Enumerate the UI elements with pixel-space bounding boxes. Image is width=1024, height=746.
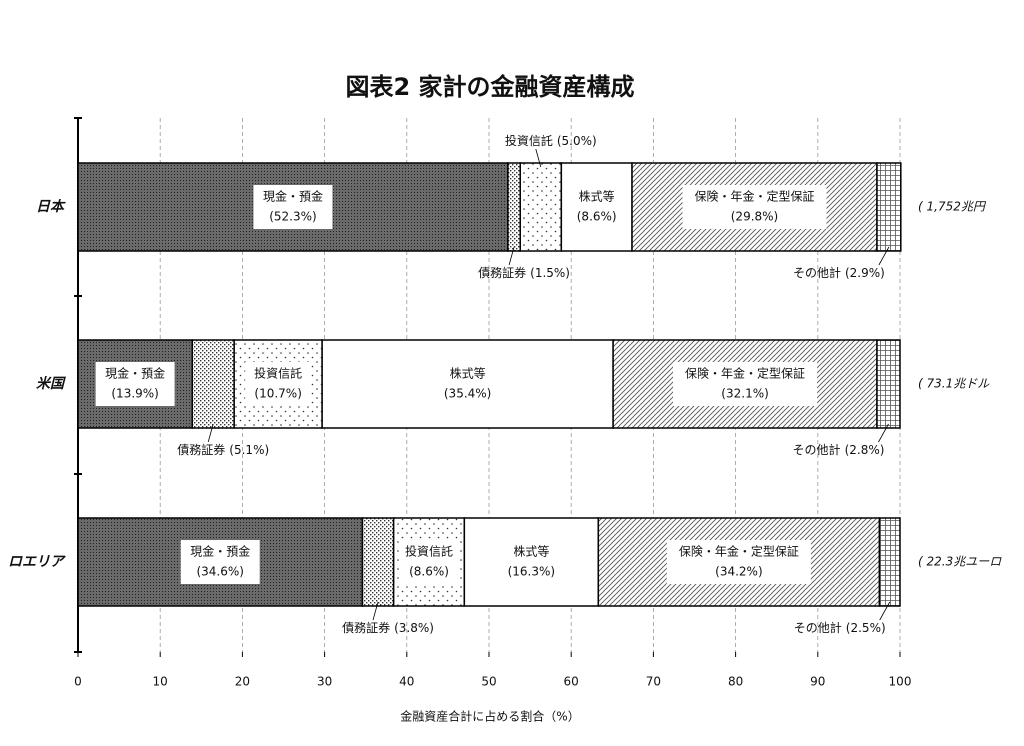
x-axis-label: 金融資産合計に占める割合（%）	[400, 709, 579, 724]
segment-name: 投資信託	[254, 366, 302, 381]
x-tick-label: 10	[153, 675, 168, 689]
label-box	[399, 540, 459, 584]
value-label: (52.3%)	[269, 210, 316, 224]
segment-name: その他計	[793, 265, 841, 280]
segment-name: 保険・年金・定型保証	[694, 189, 814, 204]
x-tick-label: 0	[74, 675, 82, 689]
callout-label: その他計 (2.8%)	[793, 442, 885, 457]
label-box	[570, 185, 624, 229]
segment-name: 株式等	[513, 544, 549, 559]
value-label: (13.9%)	[111, 387, 158, 401]
bar-segment	[876, 339, 901, 429]
x-tick-label: 90	[810, 675, 825, 689]
segment-name: 現金・預金	[190, 544, 250, 559]
value-label: (8.6%)	[409, 565, 449, 579]
bar-segment	[878, 517, 901, 607]
callout-line	[878, 423, 889, 443]
callout-label: 債務証券 (5.1%)	[177, 442, 269, 457]
segment-name: 現金・預金	[263, 189, 323, 204]
callout-line	[207, 423, 214, 443]
callout-line	[372, 601, 379, 621]
x-tick-label: 70	[646, 675, 661, 689]
value-label: (35.4%)	[444, 387, 491, 401]
segment-name: 債務証券	[342, 620, 390, 635]
chart-title: 図表2 家計の金融資産構成	[345, 73, 634, 101]
value-label: (8.6%)	[577, 210, 617, 224]
x-tick-label: 100	[889, 675, 912, 689]
callout-label: 債務証券 (1.5%)	[478, 265, 570, 280]
value-label: (2.8%)	[845, 443, 885, 457]
value-label: (10.7%)	[254, 387, 301, 401]
value-label: (32.1%)	[721, 387, 768, 401]
label-box	[253, 185, 333, 229]
category-label: 日本	[36, 198, 66, 215]
bar-segment	[361, 517, 395, 607]
x-tick-label: 40	[399, 675, 414, 689]
x-tick-label: 50	[481, 675, 496, 689]
segment-name: 保険・年金・定型保証	[685, 366, 805, 381]
value-label: (34.6%)	[196, 565, 243, 579]
x-tick-label: 30	[317, 675, 332, 689]
callout-label: 債務証券 (3.8%)	[342, 620, 434, 635]
value-label: (3.8%)	[394, 621, 434, 635]
label-box	[673, 362, 818, 406]
callout-label: 投資信託 (5.0%)	[505, 133, 597, 148]
segment-name: 株式等	[579, 189, 615, 204]
value-label: (1.5%)	[530, 266, 570, 280]
value-label: (5.0%)	[557, 134, 597, 148]
segment-name: その他計	[793, 442, 841, 457]
segment-name: 株式等	[450, 366, 486, 381]
total-label: ( 73.1兆ドル	[918, 377, 990, 391]
label-box	[682, 185, 827, 229]
value-label: (34.2%)	[715, 565, 762, 579]
segment-name: 債務証券	[177, 442, 225, 457]
segment-name: その他計	[794, 620, 842, 635]
x-tick-label: 20	[235, 675, 250, 689]
value-label: (2.5%)	[846, 621, 886, 635]
segment-name: 投資信託	[405, 544, 453, 559]
label-box	[666, 540, 811, 584]
bar-segment	[191, 339, 235, 429]
bar-segment	[507, 162, 521, 252]
bar-segment	[519, 162, 563, 252]
callout-line	[878, 246, 890, 266]
callout-label: その他計 (2.5%)	[794, 620, 886, 635]
callout-line	[508, 246, 515, 266]
label-box	[441, 362, 495, 406]
label-box	[180, 540, 260, 584]
segment-name: 現金・預金	[105, 366, 165, 381]
segment-name: 投資信託	[505, 133, 553, 148]
callout-label: その他計 (2.9%)	[793, 265, 885, 280]
bar-segment	[876, 162, 902, 252]
label-box	[95, 362, 175, 406]
callout-line	[535, 148, 542, 168]
callout-line	[879, 601, 891, 621]
category-label: ロエリア	[8, 554, 66, 570]
total-label: ( 22.3兆ユーロ	[918, 555, 1002, 569]
category-label: 米国	[36, 375, 66, 392]
label-box	[504, 540, 558, 584]
x-tick-label: 60	[564, 675, 579, 689]
value-label: (5.1%)	[229, 443, 269, 457]
value-label: (16.3%)	[508, 565, 555, 579]
x-tick-label: 80	[728, 675, 743, 689]
value-label: (2.9%)	[845, 266, 885, 280]
value-label: (29.8%)	[731, 210, 778, 224]
total-label: ( 1,752兆円	[918, 200, 987, 214]
segment-name: 債務証券	[478, 265, 526, 280]
segment-name: 保険・年金・定型保証	[679, 544, 799, 559]
label-box	[245, 362, 312, 406]
